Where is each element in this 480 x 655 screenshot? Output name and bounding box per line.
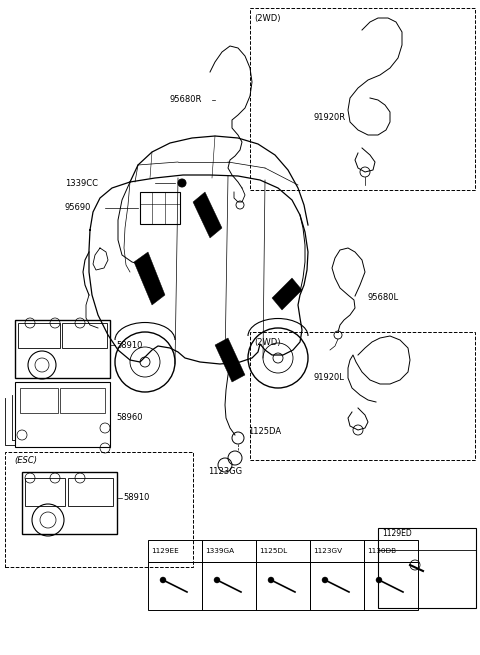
Text: 91920L: 91920L: [314, 373, 345, 383]
Bar: [148, 562, 202, 610]
Bar: [62, 323, 107, 348]
Bar: [20, 388, 58, 413]
Bar: [5, 452, 193, 567]
Bar: [364, 562, 418, 610]
Polygon shape: [215, 338, 245, 382]
Bar: [250, 332, 475, 460]
Text: 1123GG: 1123GG: [208, 468, 242, 476]
Text: 1125DL: 1125DL: [259, 548, 287, 554]
Circle shape: [178, 179, 186, 187]
Text: 1130DB: 1130DB: [367, 548, 396, 554]
Bar: [202, 540, 256, 562]
Text: (2WD): (2WD): [254, 337, 280, 346]
Text: 95680L: 95680L: [368, 293, 399, 303]
Circle shape: [322, 577, 328, 583]
Text: 91920R: 91920R: [314, 113, 346, 122]
Bar: [310, 562, 364, 610]
Text: 1125DA: 1125DA: [248, 428, 281, 436]
Polygon shape: [272, 278, 302, 310]
Text: 58910: 58910: [116, 341, 143, 350]
Polygon shape: [134, 252, 165, 305]
Bar: [378, 528, 476, 608]
Bar: [140, 192, 180, 224]
Text: 1129ED: 1129ED: [382, 529, 412, 538]
Text: 1129EE: 1129EE: [151, 548, 179, 554]
Text: 1123GV: 1123GV: [313, 548, 342, 554]
Text: 1339CC: 1339CC: [65, 179, 98, 187]
Text: (2WD): (2WD): [254, 14, 280, 22]
Circle shape: [214, 577, 220, 583]
Circle shape: [376, 577, 382, 583]
Text: 1339GA: 1339GA: [205, 548, 234, 554]
Bar: [310, 540, 364, 562]
Bar: [256, 562, 310, 610]
Text: 58960: 58960: [116, 413, 143, 422]
Bar: [202, 562, 256, 610]
Bar: [68, 478, 113, 506]
Bar: [22, 472, 117, 534]
Bar: [15, 382, 110, 447]
Text: (ESC): (ESC): [14, 455, 37, 464]
Bar: [15, 320, 110, 378]
Bar: [256, 540, 310, 562]
Circle shape: [160, 577, 166, 583]
Text: 95690: 95690: [65, 204, 91, 212]
Bar: [18, 323, 60, 348]
Bar: [364, 540, 418, 562]
Bar: [250, 8, 475, 190]
Bar: [148, 540, 202, 562]
Circle shape: [268, 577, 274, 583]
Bar: [60, 388, 105, 413]
Text: 58910: 58910: [123, 493, 149, 502]
Polygon shape: [193, 192, 222, 238]
Text: 95680R: 95680R: [170, 96, 203, 105]
Bar: [25, 478, 65, 506]
